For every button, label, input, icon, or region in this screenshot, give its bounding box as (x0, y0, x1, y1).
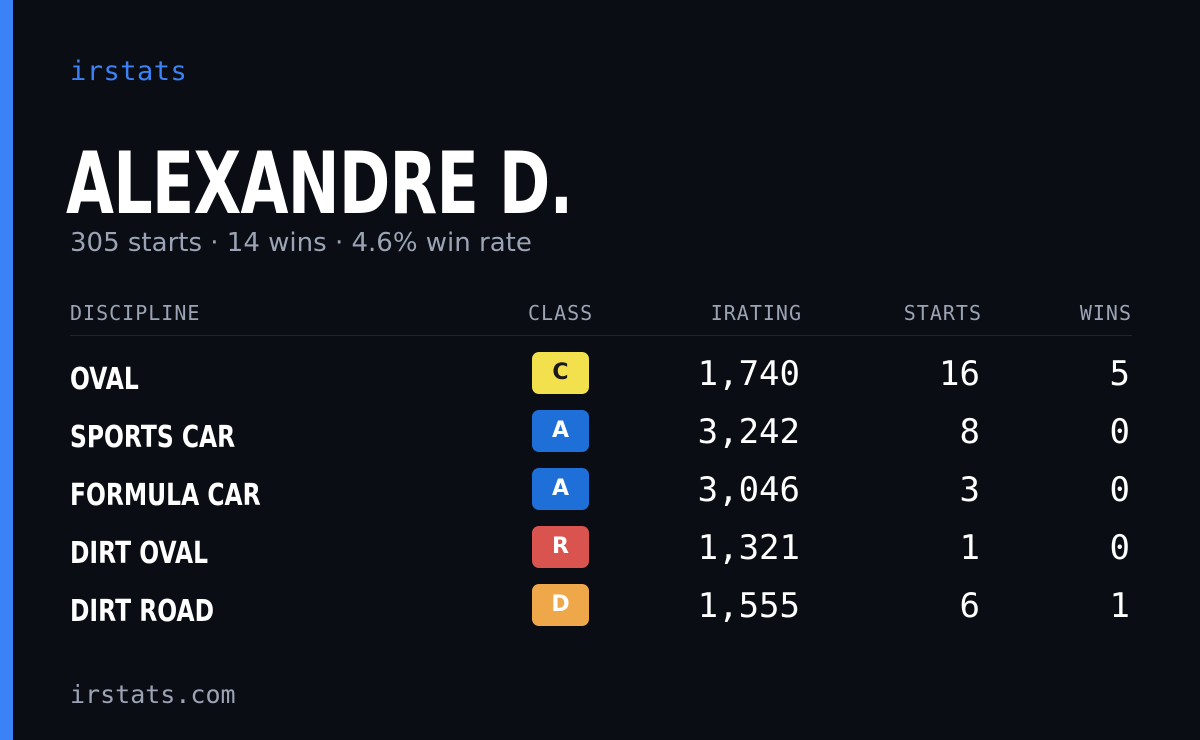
summary-separator: · (334, 228, 344, 258)
summary-separator: · (210, 228, 219, 258)
license-class-badge: C (532, 352, 589, 394)
license-class-badge: D (532, 584, 589, 626)
summary-wins: 14 wins (226, 228, 327, 258)
wins-value: 1 (1109, 586, 1130, 626)
table-row: OVAL C 1,740 16 5 (70, 352, 1132, 410)
header-starts: STARTS (903, 301, 982, 325)
starts-value: 6 (959, 586, 980, 626)
table-body: OVAL C 1,740 16 5 SPORTS CAR A 3,242 8 0… (70, 352, 1132, 642)
wins-value: 0 (1109, 470, 1130, 510)
table-row: DIRT ROAD D 1,555 6 1 (70, 584, 1132, 642)
summary-starts: 305 starts (70, 228, 202, 258)
header-wins: WINS (1079, 301, 1132, 325)
license-class-badge: R (532, 526, 589, 568)
table-row: SPORTS CAR A 3,242 8 0 (70, 410, 1132, 468)
summary-win-rate: 4.6% win rate (351, 228, 532, 258)
discipline-name: FORMULA CAR (70, 478, 261, 513)
starts-value: 16 (939, 354, 980, 394)
starts-value: 8 (959, 412, 980, 452)
irating-value: 1,321 (697, 528, 800, 568)
irating-value: 3,242 (697, 412, 800, 452)
irating-value: 1,555 (697, 586, 800, 626)
driver-name: ALEXANDRE D. (66, 134, 573, 234)
discipline-name: OVAL (70, 362, 139, 397)
header-discipline: DISCIPLINE (70, 301, 201, 325)
starts-value: 1 (959, 528, 980, 568)
header-irating: IRATING (710, 301, 802, 325)
wins-value: 0 (1109, 412, 1130, 452)
table-header: DISCIPLINE CLASS IRATING STARTS WINS (70, 298, 1132, 336)
license-class-badge: A (532, 468, 589, 510)
discipline-stats-table: DISCIPLINE CLASS IRATING STARTS WINS OVA… (70, 298, 1132, 642)
license-class-badge: A (532, 410, 589, 452)
irating-value: 3,046 (697, 470, 800, 510)
wins-value: 5 (1109, 354, 1130, 394)
header-class: CLASS (528, 301, 594, 325)
footer-url: irstats.com (70, 680, 236, 709)
discipline-name: DIRT OVAL (70, 536, 209, 571)
discipline-name: DIRT ROAD (70, 594, 215, 629)
discipline-name: SPORTS CAR (70, 420, 236, 455)
brand-logo-text: irstats (70, 56, 188, 87)
wins-value: 0 (1109, 528, 1130, 568)
driver-summary: 305 starts · 14 wins · 4.6% win rate (70, 228, 532, 258)
starts-value: 3 (959, 470, 980, 510)
irating-value: 1,740 (697, 354, 800, 394)
accent-bar (0, 0, 13, 740)
table-row: FORMULA CAR A 3,046 3 0 (70, 468, 1132, 526)
table-row: DIRT OVAL R 1,321 1 0 (70, 526, 1132, 584)
